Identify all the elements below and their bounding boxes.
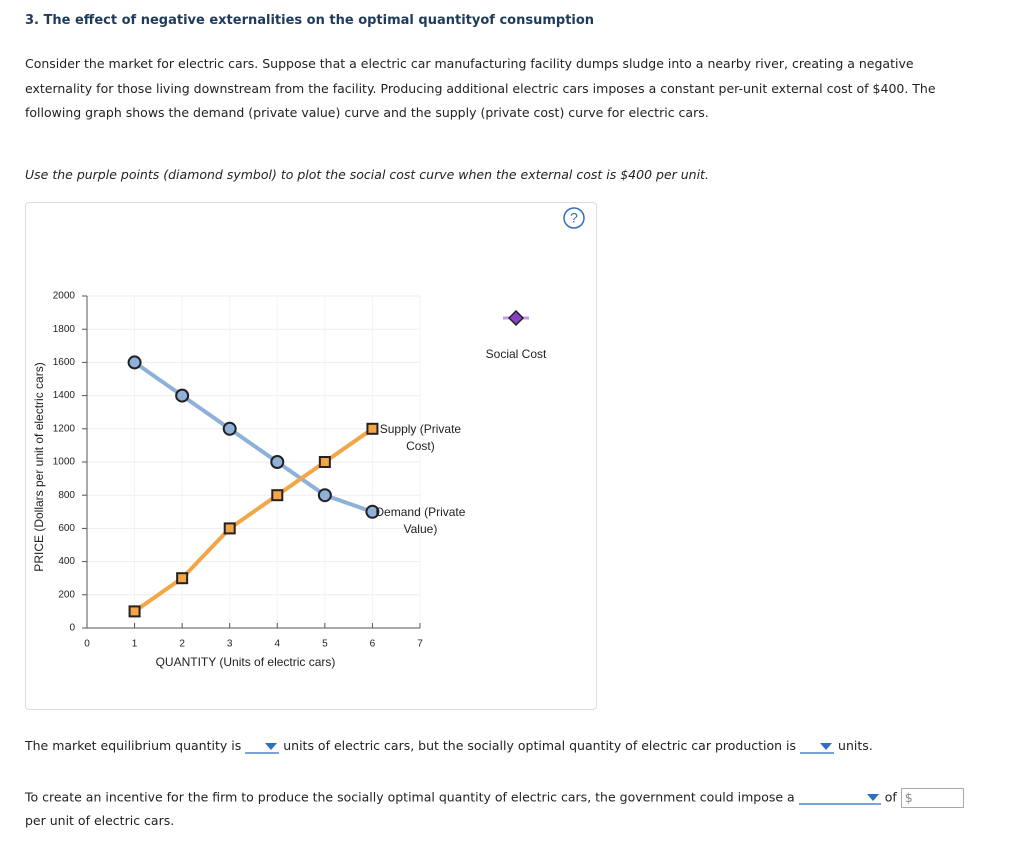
y-tick-label: 2000 xyxy=(53,291,76,302)
intro-line: Consider the market for electric cars. S… xyxy=(25,56,914,71)
x-tick-label: 7 xyxy=(417,639,423,650)
x-tick-label: 3 xyxy=(227,639,233,650)
amount-input[interactable]: $ xyxy=(900,788,964,808)
text: units of electric cars, but the socially… xyxy=(283,738,797,753)
point xyxy=(127,355,142,370)
x-tick-label: 6 xyxy=(370,639,376,650)
point xyxy=(175,388,190,403)
y-tick-label: 1200 xyxy=(53,423,76,434)
y-tick-label: 0 xyxy=(69,623,75,634)
y-tick-label: 400 xyxy=(58,556,75,567)
x-tick-label: 0 xyxy=(84,639,90,650)
point xyxy=(128,605,141,618)
y-tick-label: 600 xyxy=(58,523,75,534)
y-axis-label: PRICE (Dollars per unit of electric cars… xyxy=(32,362,46,571)
text: of xyxy=(884,789,897,805)
text: units. xyxy=(838,738,873,753)
y-tick-label: 200 xyxy=(58,589,75,600)
y-tick-label: 1800 xyxy=(53,324,76,335)
series-line xyxy=(133,427,374,614)
point xyxy=(317,488,332,503)
graph-box xyxy=(25,202,597,710)
x-tick-label: 1 xyxy=(132,639,138,650)
point xyxy=(176,572,189,585)
y-tick-label: 800 xyxy=(58,490,75,501)
intro-line: following graph shows the demand (privat… xyxy=(25,105,709,120)
question-1: The market equilibrium quantity is units … xyxy=(25,738,873,754)
help-icon[interactable] xyxy=(563,207,585,229)
point xyxy=(223,522,236,535)
x-axis-label: QUANTITY (Units of electric cars) xyxy=(156,655,336,669)
tool-diamond[interactable] xyxy=(507,309,525,327)
intro: Consider the market for electric cars. S… xyxy=(25,52,936,126)
series-label: Supply (Private Cost) xyxy=(379,421,462,453)
title: 3. The effect of negative externalities … xyxy=(25,13,595,28)
point xyxy=(222,421,237,436)
x-tick-label: 5 xyxy=(322,639,328,650)
y-tick-label: 1000 xyxy=(53,457,76,468)
point xyxy=(365,504,380,519)
dropdown[interactable] xyxy=(798,791,881,805)
point xyxy=(271,489,284,502)
text: The market equilibrium quantity is xyxy=(25,738,242,753)
dropdown[interactable] xyxy=(245,740,280,754)
question-2: To create an incentive for the firm to p… xyxy=(25,788,964,808)
tool-label: Social Cost xyxy=(486,347,547,361)
series-label: Demand (Private Value) xyxy=(375,504,466,536)
point xyxy=(318,456,331,468)
intro-line: externality for those living downstream … xyxy=(25,80,936,96)
x-tick-label: 4 xyxy=(275,639,281,650)
y-tick-label: 1600 xyxy=(53,357,76,368)
dropdown[interactable] xyxy=(800,740,835,754)
y-tick-label: 1400 xyxy=(53,390,76,401)
series-line xyxy=(133,360,374,514)
instruction: Use the purple points (diamond symbol) t… xyxy=(25,167,709,182)
x-tick-label: 2 xyxy=(179,639,185,650)
text: per unit of electric cars. xyxy=(25,813,175,828)
point xyxy=(366,422,379,435)
text: To create an incentive for the firm to p… xyxy=(25,789,795,805)
point xyxy=(270,455,285,469)
help-icon-text[interactable]: ? xyxy=(570,210,578,226)
